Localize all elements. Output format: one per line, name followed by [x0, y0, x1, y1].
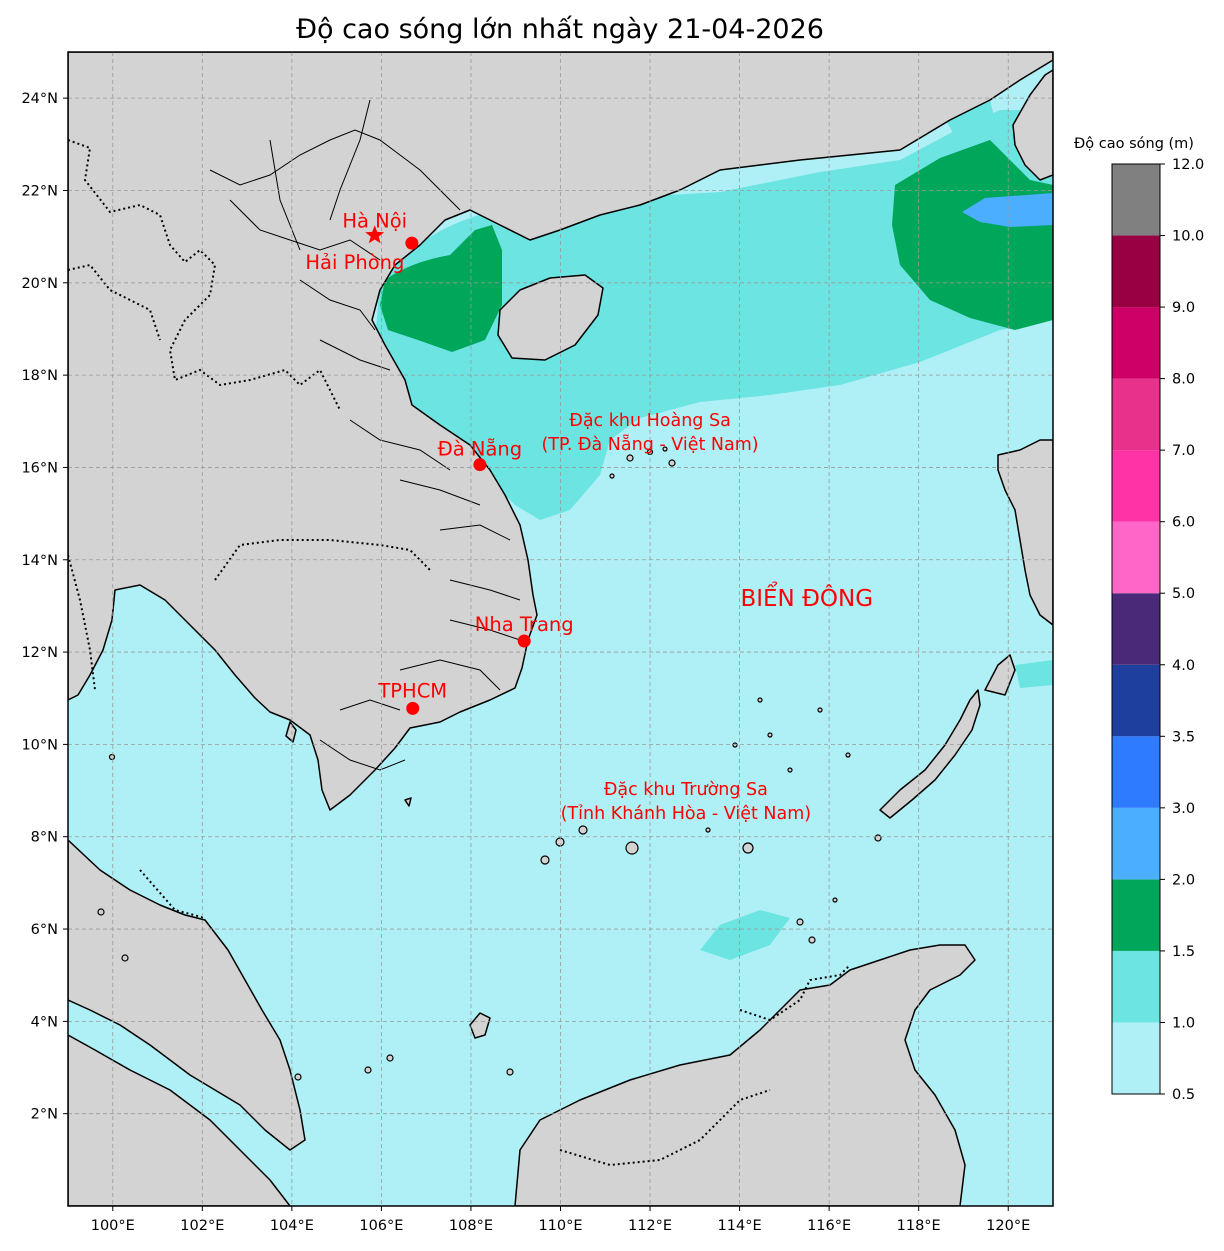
region-label: BIỂN ĐÔNG: [740, 582, 873, 612]
y-tick-label: 12°N: [21, 645, 58, 661]
mindoro-island: [984, 654, 1016, 696]
colorbar-tick-label: 5.0: [1172, 586, 1195, 602]
colorbar-label: Độ cao sóng (m): [1074, 136, 1194, 152]
region-label: (Tỉnh Khánh Hòa - Việt Nam): [561, 804, 812, 824]
x-tick-label: 110°E: [538, 1218, 582, 1234]
mainland-asia: [68, 52, 1053, 811]
colorbar-bin: [1112, 664, 1160, 737]
colorbar-tick-label: 10.0: [1172, 229, 1204, 245]
colorbar-tick-label: 4.0: [1172, 658, 1195, 674]
wave-zone-2-3m-east: [962, 193, 1053, 227]
colorbar-tick-label: 1.5: [1172, 944, 1195, 960]
colorbar: Độ cao sóng (m) 0.5 1.0 1.5 2.0 3.0 3.5 4.0 5.0…: [1074, 136, 1204, 1103]
wave-zone-1.5-2m-gulf: [380, 225, 502, 352]
colorbar-bin: [1112, 307, 1160, 379]
colorbar-tick-label: 3.5: [1172, 729, 1195, 745]
city-dot-marker: [406, 701, 420, 715]
borneo: [514, 944, 976, 1206]
region-labels: Đặc khu Hoàng Sa (TP. Đà Nẵng - Việt Nam)…: [541, 411, 873, 824]
colorbar-bin: [1112, 521, 1160, 594]
colorbar-bins: [1112, 164, 1160, 1094]
colorbar-bin: [1112, 950, 1160, 1023]
y-tick-label: 6°N: [31, 922, 58, 938]
natuna-island: [469, 1012, 491, 1039]
city-label: Hà Nội: [342, 209, 407, 232]
luzon-island: [997, 439, 1053, 626]
city-label: Đà Nẵng: [438, 438, 523, 461]
palawan-island: [879, 689, 981, 819]
colorbar-tick-label: 7.0: [1172, 443, 1195, 459]
axis-tick-labels: 100°E 102°E 104°E 106°E 108°E 110°E 112°E 114°E…: [21, 91, 1030, 1234]
city-label: TPHCM: [377, 679, 447, 702]
x-tick-label: 106°E: [359, 1218, 403, 1234]
provincial-borders: [209, 99, 521, 771]
wave-zone-1-1.5m-south: [700, 910, 790, 960]
y-tick-label: 10°N: [21, 737, 58, 753]
y-tick-label: 16°N: [21, 460, 58, 476]
colorbar-tick-label: 8.0: [1172, 372, 1195, 388]
colorbar-frame: [1111, 163, 1161, 1095]
colorbar-ticks: 0.5 1.0 1.5 2.0 3.0 3.5 4.0 5.0 6.0 7.0 8.0 9.0 10.0…: [1160, 157, 1204, 1103]
taiwan-island: [1012, 69, 1053, 181]
x-tick-label: 112°E: [628, 1218, 672, 1234]
map-area[interactable]: Đặc khu Hoàng Sa (TP. Đà Nẵng - Việt Nam)…: [68, 52, 1053, 1206]
city-markers: Hà Nội Hải Phòng Đà Nẵng Nha Trang TPHCM: [305, 209, 574, 715]
region-label: (TP. Đà Nẵng - Việt Nam): [541, 434, 758, 455]
city-dot-marker: [517, 634, 531, 648]
con-dao-island: [404, 797, 412, 807]
colorbar-tick-label: 9.0: [1172, 300, 1195, 316]
national-borders: [68, 139, 851, 1167]
colorbar-bin: [1112, 450, 1160, 522]
colorbar-bin: [1112, 1022, 1160, 1094]
region-label: Đặc khu Hoàng Sa: [569, 411, 731, 431]
x-tick-label: 108°E: [449, 1218, 493, 1234]
y-tick-label: 14°N: [21, 553, 58, 569]
city-label: Hải Phòng: [305, 251, 404, 274]
y-tick-label: 4°N: [31, 1014, 58, 1030]
colorbar-bin: [1112, 807, 1160, 880]
colorbar-tick-label: 12.0: [1172, 157, 1204, 173]
x-tick-label: 116°E: [807, 1218, 851, 1234]
capital-star-marker: [365, 225, 385, 244]
city-dot-marker: [405, 236, 419, 250]
reef-islands: [97, 446, 882, 1081]
colorbar-tick-label: 2.0: [1172, 872, 1195, 888]
colorbar-bin: [1112, 736, 1160, 808]
malay-peninsula: [68, 839, 306, 1151]
colorbar-tick-label: 1.0: [1172, 1015, 1195, 1031]
phu-quoc-island: [285, 721, 297, 743]
x-tick-label: 100°E: [91, 1218, 135, 1234]
x-tick-label: 102°E: [180, 1218, 224, 1234]
x-tick-label: 120°E: [986, 1218, 1030, 1234]
map-gridlines: [68, 52, 1053, 1206]
y-tick-label: 22°N: [21, 183, 58, 199]
map-title: Độ cao sóng lớn nhất ngày 21-04-2026: [296, 14, 824, 45]
colorbar-bin: [1112, 378, 1160, 451]
wave-zone-1-1.5m-east: [1015, 660, 1053, 688]
colorbar-tick-label: 0.5: [1172, 1087, 1195, 1103]
colorbar-tick-label: 6.0: [1172, 515, 1195, 531]
city-label: Nha Trang: [475, 613, 574, 636]
x-tick-label: 104°E: [270, 1218, 314, 1234]
city-dot-marker: [473, 458, 487, 472]
x-tick-label: 114°E: [718, 1218, 762, 1234]
y-tick-label: 8°N: [31, 830, 58, 846]
region-label: Đặc khu Trường Sa: [604, 780, 768, 800]
colorbar-bin: [1112, 593, 1160, 665]
colorbar-bin: [1112, 235, 1160, 308]
y-tick-label: 18°N: [21, 368, 58, 384]
land-masses: [68, 52, 1053, 1206]
colorbar-tick-label: 3.0: [1172, 801, 1195, 817]
y-tick-label: 24°N: [21, 91, 58, 107]
hainan-island: [497, 274, 604, 361]
x-tick-label: 118°E: [897, 1218, 941, 1234]
y-tick-label: 20°N: [21, 276, 58, 292]
y-tick-label: 2°N: [31, 1107, 58, 1123]
colorbar-bin: [1112, 164, 1160, 236]
colorbar-bin: [1112, 879, 1160, 951]
